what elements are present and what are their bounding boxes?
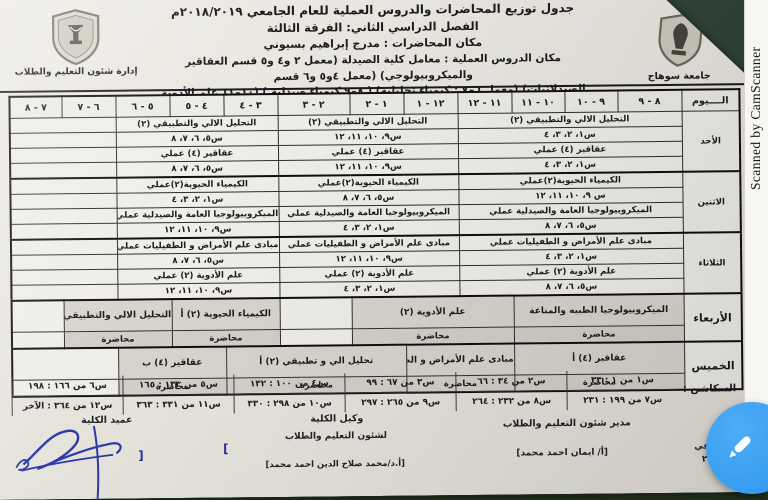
- time-slot-header: ١١ - ١٢: [457, 92, 511, 114]
- empty-cell: [12, 332, 64, 349]
- lecture-subject-cell: علم الأدوية (٢): [352, 296, 514, 329]
- lecture-note-cell: محاضرة: [172, 330, 280, 348]
- class-subject-cell: مبادى علم الأمراض و الطفيليات عملي: [117, 237, 279, 254]
- class-sessions-cell: س١، ٢، ٣، ٤: [116, 192, 278, 209]
- lecture-note-cell: محاضرة: [64, 331, 172, 349]
- class-sessions-cell: س٩، ١٠، ١١، ١٢: [278, 159, 458, 176]
- sections-row: السكاشن : س١ من ١ : ٣٣ س٧ من ١٩٩ : ٢٣١ س…: [11, 369, 741, 416]
- empty-cell: [11, 269, 117, 285]
- vice-dean-name: [أ.د/محمد صلاح الدين احمد محمد]: [265, 458, 406, 471]
- section-range: س١١ من ٣٣١ : ٣٦٣: [136, 399, 221, 411]
- day-row-wednesday: الأربعاء الميكروبيولوجيا الطبيه والمناعة…: [12, 293, 742, 349]
- day-cell: الثلاثاء: [683, 232, 742, 294]
- section-group: س٦ من ١٦٦ : ١٩٨ س١٢ من ٣٦٤ : الآخر: [11, 376, 122, 416]
- section-group: س٤ من ١٠٠ : ١٣٢ س١٠ من ٢٩٨ : ٣٣٠: [233, 373, 344, 413]
- time-slot-header: ٤ - ٥: [169, 95, 223, 117]
- class-sessions-cell: س١، ٢، ٣، ٤: [279, 281, 459, 298]
- section-range: س٩ من ٢٦٥ : ٢٩٧: [361, 396, 441, 408]
- day-cell: الأحد: [682, 111, 741, 172]
- empty-cell: [11, 239, 117, 256]
- section-group: س٥ من ١٣٣ : ١٦٥ س١١ من ٣٣١ : ٣٦٣: [122, 375, 233, 415]
- timetable: الــــيوم ٨ - ٩ ٩ - ١٠ ١٠ - ١١ ١١ - ١٢ ١…: [8, 88, 743, 398]
- section-group: س٣ من ٦٧ : ٩٩ س٩ من ٢٦٥ : ٢٩٧: [344, 372, 455, 412]
- university-name: جامعة سوهاج: [647, 70, 711, 83]
- class-subject-cell: التحليل الالي والتطبيقي (٢): [116, 116, 278, 133]
- name-bracket: ]: [223, 441, 229, 456]
- time-slot-header: ٦ - ٧: [61, 96, 115, 118]
- empty-cell: [11, 254, 117, 270]
- time-slot-header: ١٠ - ١١: [511, 91, 564, 113]
- empty-cell: [10, 147, 116, 163]
- lecture-subject-cell: الميكروبيولوجيا الطبيه والمناعة: [514, 294, 684, 327]
- class-sessions-cell: س٥، ٦، ٧، ٨: [116, 161, 278, 178]
- class-sessions-cell: س٩، ١٠، ١١، ١٢: [117, 283, 279, 300]
- empty-cell: [280, 297, 352, 329]
- empty-cell: [10, 117, 116, 133]
- time-slot-header: ٩ - ١٠: [564, 90, 617, 112]
- day-cell: الاثنين: [682, 171, 741, 233]
- section-range: س٤ من ١٠٠ : ١٣٢: [234, 373, 344, 394]
- section-range: س٧ من ١٩٩ : ٢٣١: [583, 394, 663, 406]
- section-range: س٢ من ٣٤ : ٦٦: [456, 371, 566, 392]
- pen-icon: [729, 436, 751, 458]
- labs-location-line-1: مكان الدروس العملية : معامل كلية الصيدلة…: [185, 51, 562, 83]
- day-row-monday: الاثنين الكيمياء الحيوية(٢)عملي الكيمياء…: [10, 171, 741, 240]
- class-sessions-cell: س٩، ١٠، ١١، ١٢: [117, 222, 279, 239]
- pharmacy-faculty-logo-icon: [49, 8, 102, 67]
- time-slot-header: ٣ - ٤: [223, 94, 277, 116]
- sections-groups: س١ من ١ : ٣٣ س٧ من ١٩٩ : ٢٣١ س٢ من ٣٤ : …: [11, 370, 677, 416]
- day-row-sunday: الأحد التحليل الالي والتطبيقي (٢) التحلي…: [10, 111, 741, 179]
- time-slot-header: ٧ - ٨: [9, 96, 61, 118]
- section-range: س٨ من ٢٣٢ : ٢٦٤: [472, 395, 552, 407]
- section-range: س١ من ١ : ٣٣: [567, 370, 677, 391]
- section-range: س١٢ من ٣٦٤ : الآخر: [22, 400, 113, 412]
- sections-label: السكاشن :: [682, 383, 737, 395]
- day-row-tuesday: الثلاثاء مبادى علم الأمراض و الطفيليات ع…: [11, 232, 742, 301]
- class-subject-cell: الكيمياء الحيوية(٢)عملي: [116, 176, 278, 193]
- paper-shadow: إدارة شئون التعليم والطلاب جامعة سوهاج ج…: [0, 0, 768, 485]
- lecture-note-cell: محاضرة: [352, 327, 514, 345]
- section-range: س١٠ من ٢٩٨ : ٣٣٠: [247, 397, 332, 409]
- administration-label: إدارة شئون التعليم والطلاب: [14, 66, 138, 78]
- day-column-header: الــــيوم: [681, 89, 739, 111]
- director-title: مدير شئون التعليم والطلاب: [502, 417, 631, 430]
- empty-cell: [11, 208, 117, 224]
- class-sessions-cell: س٥، ٦، ٧، ٨: [116, 131, 278, 148]
- class-subject-cell: علم الأدوية (٢) عملي: [117, 268, 279, 285]
- empty-cell: [10, 193, 116, 209]
- empty-cell: [12, 300, 64, 332]
- class-subject-cell: الميكروبيولوجيا العامة والصيدلية عملي: [117, 207, 279, 224]
- vice-dean-title-1: وكيل الكلية: [310, 413, 364, 425]
- empty-cell: [11, 223, 117, 240]
- empty-cell: [10, 178, 116, 195]
- class-subject-cell: الكيمياء الحيوية(٢)عملي: [278, 174, 458, 191]
- lecture-subject-cell: الكيمياء الحيوية (٢) أ: [172, 298, 280, 331]
- section-range: س٣ من ٦٧ : ٩٩: [345, 372, 455, 393]
- camscanner-scan-view: { "scan_overlay": { "watermark": "Scanne…: [0, 0, 768, 485]
- empty-cell: [11, 284, 117, 301]
- class-subject-cell: عقاقير (٤) عملي: [116, 146, 278, 163]
- time-slot-header: ٨ - ٩: [617, 90, 681, 112]
- section-group: س١ من ١ : ٣٣ س٧ من ١٩٩ : ٢٣١: [566, 370, 677, 410]
- camscanner-watermark: Scanned by CamScanner: [748, 46, 763, 190]
- day-cell: الأربعاء: [684, 293, 742, 342]
- vice-dean-title-2: لشئون التعليم والطلاب: [284, 430, 388, 442]
- section-range: س٦ من ١٦٦ : ١٩٨: [12, 376, 122, 397]
- signature-scribble: [14, 422, 170, 500]
- class-sessions-cell: س٥، ٦، ٧، ٨: [117, 253, 279, 270]
- director-name: [أ/ ايمان احمد محمد]: [516, 447, 609, 459]
- section-group: س٢ من ٣٤ : ٦٦ س٨ من ٢٣٢ : ٢٦٤: [455, 371, 566, 411]
- university-logo-icon: [653, 11, 706, 71]
- empty-cell: [280, 329, 352, 346]
- time-slot-header: ٢ - ٣: [277, 93, 349, 115]
- lecture-note-cell: محاضرة: [514, 325, 684, 343]
- time-slot-header: ١٢ - ١: [403, 92, 457, 114]
- empty-cell: [10, 162, 116, 179]
- empty-cell: [10, 132, 116, 148]
- time-slot-header: ٥ - ٦: [115, 95, 169, 117]
- lecture-subject-cell: التحليل الالي والتطبيقي (١) ب: [64, 299, 172, 332]
- time-slot-header: ١ - ٢: [349, 93, 403, 115]
- section-range: س٥ من ١٣٣ : ١٦٥: [123, 375, 233, 396]
